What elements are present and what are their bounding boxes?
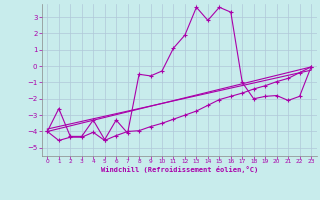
X-axis label: Windchill (Refroidissement éolien,°C): Windchill (Refroidissement éolien,°C) [100,166,258,173]
